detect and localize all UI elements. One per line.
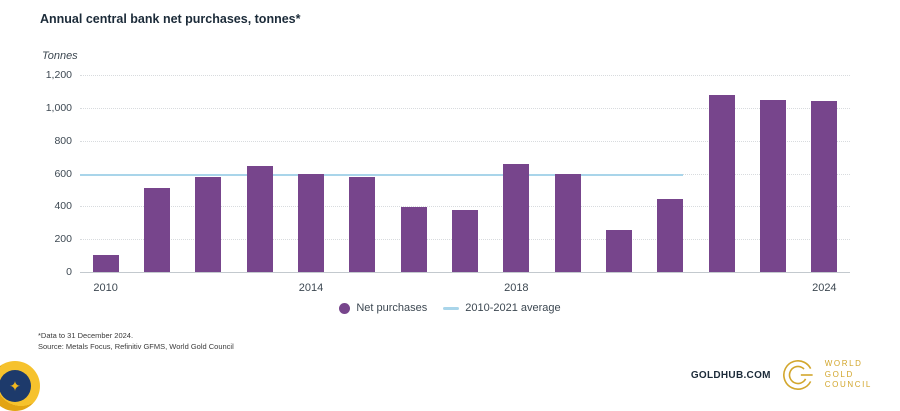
bar-2013 — [246, 166, 273, 272]
legend-item-average: 2010-2021 average — [443, 302, 561, 314]
y-axis-tick-label: 1,200 — [45, 69, 72, 81]
bar-2012 — [195, 176, 222, 272]
y-axis-tick-label: 200 — [54, 233, 72, 246]
y-axis-tick-label: 1,000 — [45, 101, 72, 114]
footnote-line1: *Data to 31 December 2024. — [38, 331, 134, 340]
x-axis-tick-label: 2018 — [504, 282, 529, 294]
y-axis-tick-label: 800 — [54, 134, 72, 147]
gridline-400 — [80, 206, 850, 208]
x-axis-line — [80, 272, 850, 273]
x-axis-tick-label: 2024 — [812, 282, 837, 294]
legend-line-icon — [443, 306, 460, 310]
y-axis-tick-label: 0 — [66, 266, 72, 278]
goldhub-coin-inner-icon: ✦ — [0, 370, 31, 402]
world-gold-council-wordmark: WORLD GOLD COUNCIL — [825, 359, 872, 390]
legend-label-average: 2010-2021 average — [465, 302, 561, 314]
bar-2016 — [400, 207, 427, 272]
bar-2022 — [708, 94, 735, 272]
bar-2021 — [657, 198, 684, 272]
chart-area: Annual central bank net purchases, tonne… — [0, 12, 900, 411]
bar-2019 — [554, 173, 581, 272]
y-axis-tick-label: 400 — [54, 200, 72, 213]
y-axis-tick-label: 600 — [54, 167, 72, 180]
chart-title: Annual central bank net purchases, tonne… — [40, 12, 301, 26]
y-axis-title: Tonnes — [42, 50, 78, 62]
goldhub-wordmark: GOLDHUB.COM — [690, 369, 771, 381]
bar-2020 — [606, 230, 632, 272]
gridline-800 — [80, 140, 850, 142]
gridline-1000 — [80, 107, 850, 109]
footnote-line2: Source: Metals Focus, Refinitiv GFMS, Wo… — [38, 342, 234, 352]
bar-2023 — [760, 99, 786, 272]
legend-label-net-purchases: Net purchases — [356, 302, 428, 314]
average-line — [80, 173, 684, 176]
branding: GOLDHUB.COM WORLD GOLD COUNCIL — [691, 358, 872, 392]
wgc-word-world: WORLD — [824, 359, 863, 369]
footnote: *Data to 31 December 2024. Source: Metal… — [38, 330, 234, 353]
world-gold-council-logo-icon — [782, 360, 813, 390]
legend-item-net-purchases: Net purchases — [339, 302, 427, 314]
legend: Net purchases 2010-2021 average — [0, 302, 900, 314]
bar-2014 — [298, 173, 324, 272]
bar-2011 — [144, 188, 170, 272]
wgc-word-gold: GOLD — [824, 369, 854, 379]
bar-2018 — [503, 164, 530, 272]
bar-2017 — [452, 209, 478, 272]
bar-2015 — [349, 177, 376, 272]
wgc-word-council: COUNCIL — [824, 380, 872, 390]
bar-2010 — [92, 254, 119, 272]
gridline-1200 — [80, 75, 850, 76]
legend-dot-icon — [339, 302, 351, 314]
goldhub-coin-logo: ✦ — [0, 361, 40, 411]
bar-2024 — [811, 101, 838, 272]
x-axis-tick-label: 2014 — [298, 282, 324, 294]
x-axis-tick-label: 2010 — [93, 282, 118, 294]
